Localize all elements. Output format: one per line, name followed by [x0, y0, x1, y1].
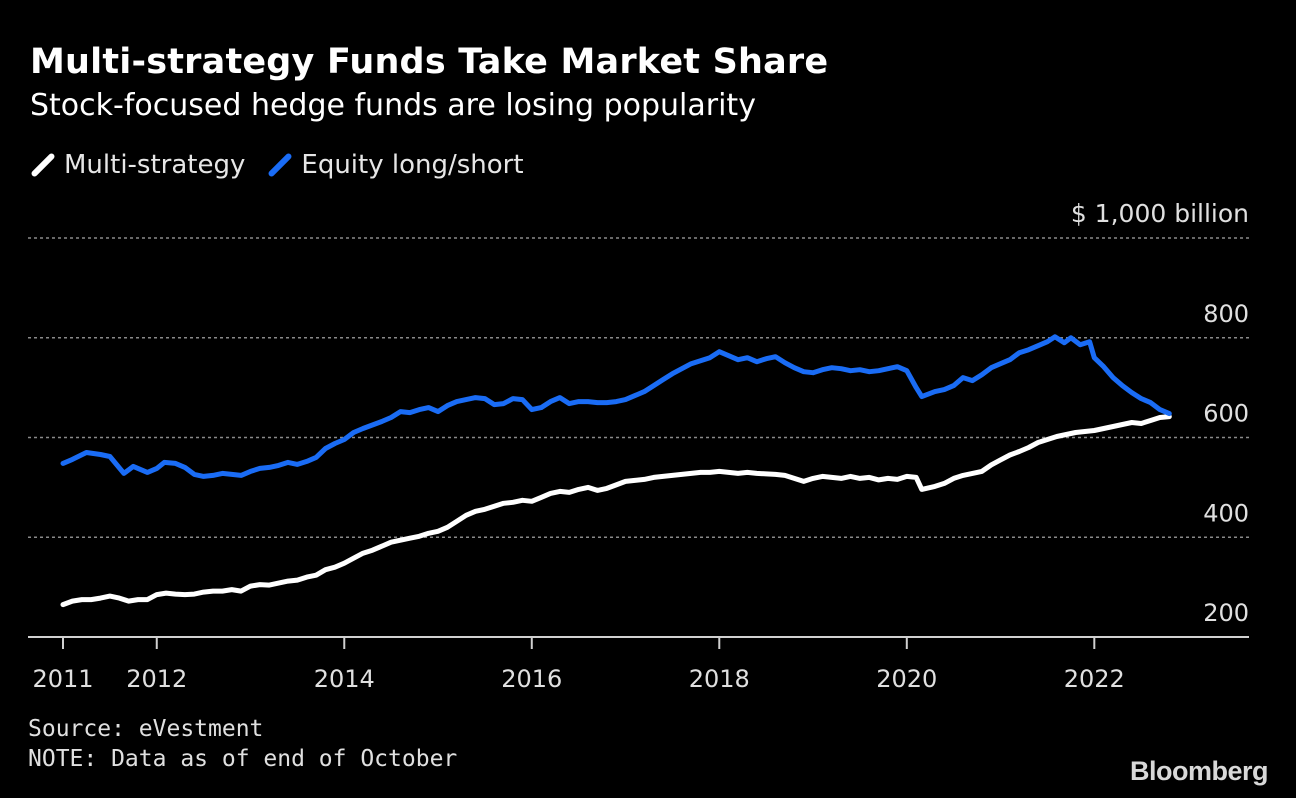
legend-item-multi-strategy: Multi-strategy	[30, 150, 245, 180]
footer-notes: Source: eVestment NOTE: Data as of end o…	[28, 714, 457, 774]
x-tick-label-2016: 2016	[501, 665, 562, 693]
y-tick-label-800: 800	[1203, 300, 1249, 328]
x-tick-label-2018: 2018	[689, 665, 750, 693]
source-note: Source: eVestment	[28, 716, 264, 742]
y-tick-label-600: 600	[1203, 400, 1249, 428]
chart-title: Multi-strategy Funds Take Market Share	[30, 42, 829, 82]
legend-item-equity-long-short: Equity long/short	[267, 150, 524, 180]
legend-label-equity-long-short: Equity long/short	[301, 150, 524, 180]
x-tick-label-2020: 2020	[876, 665, 937, 693]
x-tick-label-2022: 2022	[1064, 665, 1125, 693]
x-tick-label-2011: 2011	[32, 665, 93, 693]
legend-label-multi-strategy: Multi-strategy	[64, 150, 246, 180]
x-tick-label-2012: 2012	[126, 665, 187, 693]
x-tick-label-2014: 2014	[314, 665, 375, 693]
y-tick-label-200: 200	[1203, 599, 1249, 627]
series-line-equity-long-short	[60, 334, 1172, 479]
y-tick-label-400: 400	[1203, 499, 1249, 527]
chart-subtitle: Stock-focused hedge funds are losing pop…	[30, 88, 756, 123]
legend: Multi-strategy Equity long/short	[30, 150, 546, 180]
bloomberg-logo: Bloomberg	[1129, 756, 1269, 786]
data-note: NOTE: Data as of end of October	[28, 746, 458, 772]
series-line-multi-strategy	[60, 414, 1172, 608]
y-unit-label: $ 1,000 billion	[1071, 199, 1249, 228]
